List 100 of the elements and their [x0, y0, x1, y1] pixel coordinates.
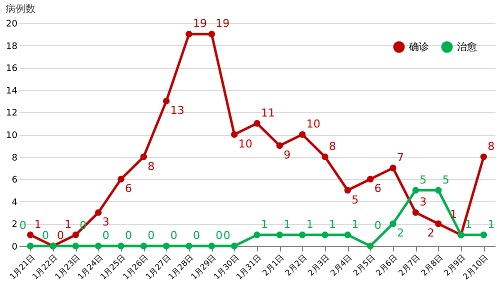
- data-label: 0: [193, 229, 200, 242]
- data-label: 2: [427, 226, 434, 240]
- point: [322, 153, 328, 160]
- data-label: 0: [216, 229, 223, 242]
- point: [390, 220, 396, 228]
- data-label: 5: [442, 173, 450, 186]
- x-tick-label: 2月6日: [374, 252, 400, 278]
- data-label: 1: [34, 218, 42, 231]
- point: [26, 232, 34, 238]
- y-tick-label: 8: [12, 153, 18, 164]
- y-axis-title: 病例数: [6, 3, 36, 16]
- y-tick-label: 6: [12, 176, 18, 186]
- data-label: 5: [352, 193, 359, 206]
- data-label: 0: [125, 229, 132, 242]
- point: [230, 242, 238, 250]
- x-tick-label: 2月8日: [420, 252, 444, 278]
- point: [118, 176, 124, 182]
- data-label: 10: [238, 138, 252, 150]
- data-label: 0: [148, 229, 155, 242]
- point: [298, 131, 306, 138]
- point: [298, 232, 306, 238]
- point: [412, 209, 420, 216]
- point: [276, 232, 284, 238]
- y-tick-label: 0: [12, 242, 18, 252]
- point: [412, 186, 420, 194]
- point: [322, 232, 328, 238]
- data-label: 0: [102, 229, 110, 242]
- point: [434, 186, 442, 194]
- data-label: 8: [148, 160, 155, 173]
- data-label: 3: [102, 216, 110, 229]
- point: [94, 242, 102, 250]
- point: [208, 242, 216, 250]
- data-label: 6: [125, 182, 132, 196]
- point: [208, 30, 216, 38]
- data-label: 19: [216, 17, 230, 30]
- data-label: 1: [488, 218, 495, 231]
- point: [186, 30, 192, 38]
- data-label: 0: [223, 229, 230, 242]
- data-label: 1: [284, 218, 291, 231]
- data-label: 7: [397, 150, 404, 164]
- data-label: 0: [374, 219, 382, 232]
- point: [254, 120, 260, 127]
- data-label: 8: [329, 140, 336, 153]
- data-label: 1: [306, 218, 314, 231]
- data-label: 1: [261, 218, 268, 231]
- point: [344, 232, 352, 238]
- data-label: 2: [397, 226, 404, 240]
- point: [344, 186, 352, 194]
- point: [162, 242, 170, 250]
- data-label: 1: [329, 218, 336, 231]
- point: [434, 220, 442, 228]
- point: [118, 242, 124, 250]
- point: [26, 242, 34, 250]
- point: [162, 98, 170, 104]
- y-tick-label: 14: [6, 86, 18, 96]
- y-tick-label: 20: [6, 20, 18, 30]
- legend-label: 治愈: [457, 41, 477, 53]
- data-label: 1: [352, 218, 359, 231]
- point: [254, 232, 260, 238]
- legend-label: 确诊: [408, 41, 429, 53]
- data-label: 0: [57, 229, 64, 242]
- point: [480, 153, 488, 160]
- y-tick-label: 10: [6, 131, 18, 141]
- data-label: 1: [465, 218, 472, 231]
- point: [480, 232, 488, 238]
- data-label: 3: [420, 196, 427, 209]
- x-tick-label: 2月1日: [260, 252, 286, 278]
- data-label: 13: [170, 104, 184, 118]
- data-label: 5: [420, 173, 427, 186]
- point: [366, 176, 374, 182]
- data-label: 6: [374, 182, 382, 196]
- x-tick-label: 2月2日: [284, 252, 308, 278]
- data-label: 10: [306, 118, 320, 130]
- y-tick-label: 12: [6, 108, 18, 119]
- point: [140, 153, 148, 160]
- point: [390, 164, 396, 172]
- y-tick-label: 18: [6, 42, 18, 52]
- data-label: 0: [170, 229, 178, 242]
- point: [140, 242, 148, 250]
- x-tick-label: 2月7日: [396, 252, 422, 278]
- data-label: 8: [488, 140, 495, 153]
- point: [72, 232, 80, 238]
- data-label: 1: [450, 208, 457, 221]
- x-tick-label: 2月5日: [352, 252, 376, 278]
- point: [186, 242, 192, 250]
- x-tick-label: 2月3日: [306, 252, 332, 278]
- data-label: 11: [261, 106, 275, 120]
- point: [230, 131, 238, 138]
- y-tick-label: 16: [6, 64, 18, 74]
- point: [94, 209, 102, 216]
- point: [72, 242, 80, 250]
- point: [276, 142, 284, 149]
- data-label: 1: [64, 218, 72, 231]
- point: [366, 242, 374, 250]
- y-tick-label: 4: [12, 198, 18, 208]
- x-tick-label: 2月4日: [328, 252, 354, 278]
- data-label: 19: [193, 17, 207, 30]
- data-label: 9: [284, 148, 291, 162]
- data-label: 0: [42, 229, 49, 242]
- y-tick-label: 2: [12, 220, 18, 230]
